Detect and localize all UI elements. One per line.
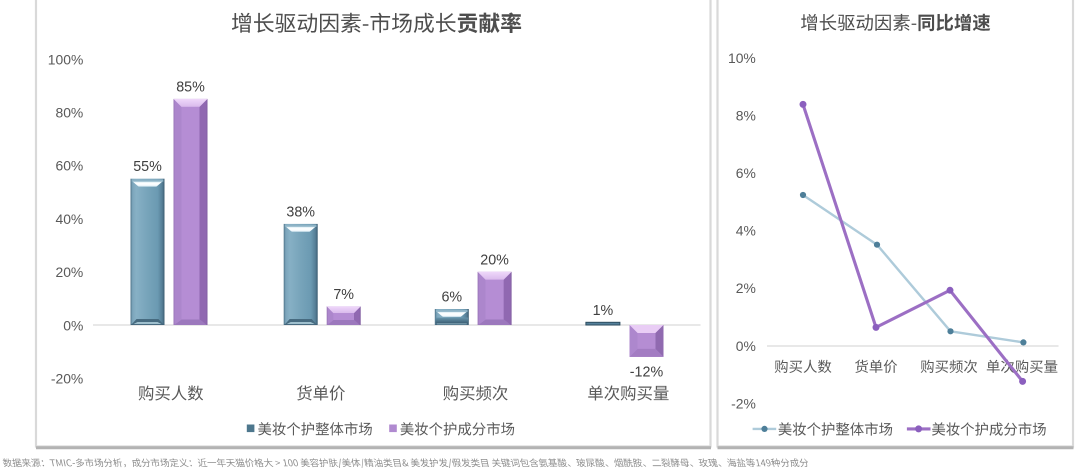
svg-text:85%: 85% (176, 79, 205, 95)
svg-text:55%: 55% (133, 159, 162, 175)
svg-text:1%: 1% (593, 303, 614, 319)
svg-text:10%: 10% (728, 50, 756, 66)
svg-text:-2%: -2% (731, 395, 756, 411)
svg-text:7%: 7% (333, 287, 354, 303)
svg-text:6%: 6% (441, 290, 462, 306)
svg-text:8%: 8% (736, 107, 756, 123)
svg-text:80%: 80% (55, 105, 83, 121)
svg-text:4%: 4% (736, 223, 756, 239)
svg-text:2%: 2% (736, 280, 756, 296)
svg-text:-20%: -20% (51, 371, 83, 387)
svg-text:6%: 6% (736, 165, 756, 181)
svg-text:-12%: -12% (630, 365, 664, 381)
svg-text:20%: 20% (55, 264, 83, 280)
svg-text:20%: 20% (480, 252, 509, 268)
svg-text:60%: 60% (55, 158, 83, 174)
svg-text:38%: 38% (286, 204, 315, 220)
svg-text:0%: 0% (63, 317, 83, 333)
svg-text:0%: 0% (736, 338, 756, 354)
svg-text:40%: 40% (55, 211, 83, 227)
svg-text:100%: 100% (48, 51, 84, 67)
